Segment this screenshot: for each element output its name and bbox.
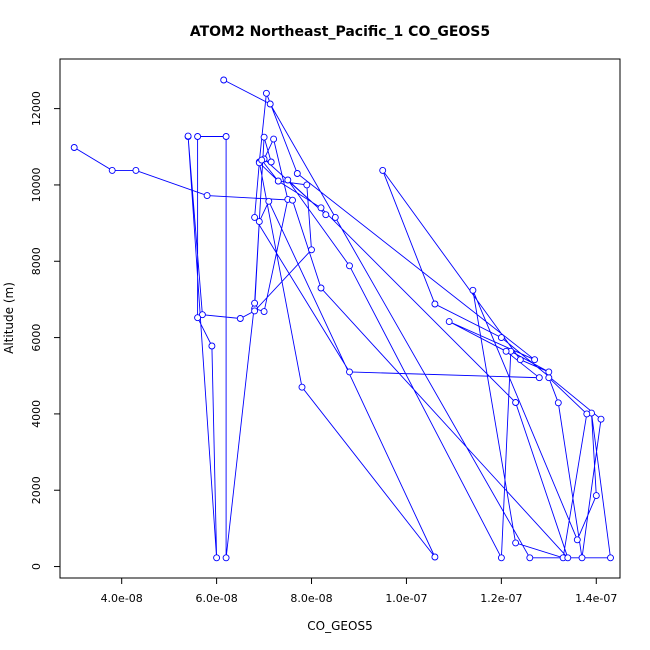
data-point: [303, 181, 311, 189]
data-point: [573, 536, 581, 544]
data-point: [258, 156, 266, 164]
data-point: [497, 334, 505, 342]
data-point: [497, 554, 505, 562]
data-point: [512, 539, 520, 547]
data-point: [469, 286, 477, 294]
y-tick-label: 6000: [30, 324, 43, 352]
y-tick-label: 8000: [30, 247, 43, 275]
data-point: [317, 204, 325, 212]
data-point: [266, 100, 274, 108]
data-point: [274, 177, 282, 185]
data-point: [308, 246, 315, 254]
data-point: [222, 554, 230, 562]
data-point: [516, 356, 524, 364]
data-point: [535, 374, 543, 382]
y-axis: 0 2000 4000 6000 8000 10000 12000: [30, 91, 61, 570]
y-axis-title: Altitude (m): [2, 282, 16, 354]
data-point: [431, 300, 439, 308]
data-point: [545, 368, 553, 376]
data-point: [597, 415, 605, 423]
y-tick-label: 0: [30, 563, 43, 570]
data-point: [317, 284, 325, 292]
data-point: [526, 554, 534, 562]
data-point: [267, 158, 275, 166]
data-point: [346, 368, 353, 376]
x-tick-label: 1.2e-07: [480, 592, 522, 605]
plot-frame: [59, 58, 621, 579]
data-point: [265, 197, 273, 205]
data-point: [531, 356, 539, 364]
data-point: [132, 166, 140, 174]
data-point: [236, 315, 244, 322]
data-point: [331, 213, 339, 221]
data-point: [512, 399, 520, 406]
data-point: [431, 553, 439, 561]
data-point: [607, 554, 614, 562]
data-point: [583, 410, 591, 418]
x-axis: 4.0e-08 6.0e-08 8.0e-08 1.0e-07 1.2e-07 1.4e-…: [101, 577, 617, 605]
data-point: [346, 262, 353, 270]
data-point: [213, 554, 221, 562]
data-point: [255, 218, 263, 226]
data-point: [502, 347, 510, 355]
data-point: [108, 166, 116, 174]
data-point: [222, 133, 230, 140]
data-point: [554, 399, 562, 407]
x-tick-label: 4.0e-08: [101, 592, 143, 605]
data-point: [251, 307, 259, 315]
data-point: [70, 144, 78, 151]
data-point: [262, 89, 270, 97]
data-point: [578, 554, 586, 562]
x-tick-label: 1.0e-07: [385, 592, 427, 605]
data-point: [289, 196, 296, 204]
data-point: [545, 374, 553, 382]
chart-title: ATOM2 Northeast_Pacific_1 CO_GEOS5: [190, 24, 490, 40]
data-point: [284, 176, 292, 184]
x-tick-label: 1.4e-07: [575, 592, 617, 605]
data-point: [293, 170, 301, 177]
data-point: [564, 554, 572, 562]
data-point: [203, 192, 211, 200]
x-axis-title: CO_GEOS5: [307, 619, 372, 633]
y-tick-label: 4000: [30, 400, 43, 428]
series-line: [73, 79, 612, 560]
data-point: [184, 132, 192, 140]
y-tick-label: 12000: [30, 91, 43, 126]
data-point: [322, 211, 330, 219]
data-point: [592, 492, 600, 500]
data-point: [198, 311, 206, 319]
x-tick-label: 6.0e-08: [195, 592, 237, 605]
data-point: [194, 314, 202, 322]
data-point: [379, 166, 387, 174]
data-point: [260, 133, 268, 141]
x-tick-label: 8.0e-08: [290, 592, 332, 605]
data-point: [220, 76, 228, 84]
data-point: [251, 299, 259, 307]
data-point: [445, 318, 453, 326]
data-point: [194, 133, 202, 140]
data-point: [260, 308, 268, 316]
y-tick-label: 10000: [30, 167, 43, 202]
series-layer: [70, 76, 614, 562]
data-point: [251, 213, 259, 221]
y-tick-label: 2000: [30, 476, 43, 504]
data-point: [298, 383, 306, 391]
data-point: [208, 342, 216, 350]
data-point: [270, 135, 278, 143]
